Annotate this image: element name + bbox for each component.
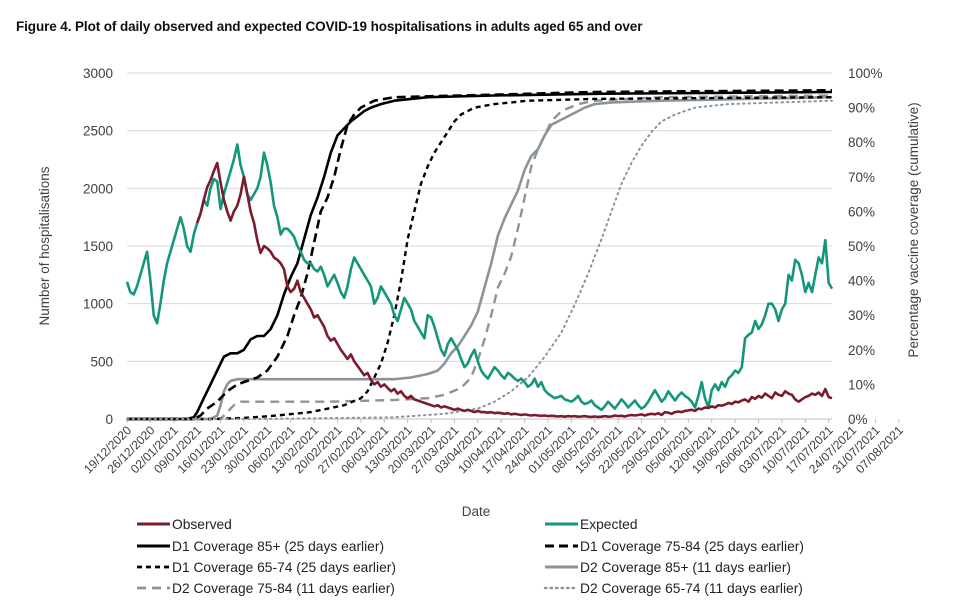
y2-tick-label: 100%	[848, 66, 883, 81]
y-tick-label: 2000	[83, 181, 113, 196]
y2-axis-label: Percentage vaccine coverage (cumulative)	[906, 102, 921, 357]
series-expected	[125, 143, 834, 412]
series-observed	[195, 161, 833, 419]
figure-title: Figure 4. Plot of daily observed and exp…	[16, 19, 643, 34]
y-tick-label: 1000	[83, 297, 113, 312]
y2-tick-label: 80%	[848, 135, 875, 150]
y2-tick-label: 70%	[848, 170, 875, 185]
y2-tick-label: 30%	[848, 308, 875, 323]
legend-label: D1 Coverage 75-84 (25 days earlier)	[580, 539, 804, 554]
y2-tick-label: 60%	[848, 204, 875, 219]
y2-tick-label: 40%	[848, 274, 875, 289]
series-d1-coverage-65-74-25-days-earlier	[127, 96, 833, 421]
y-axis-right: 0% 10% 20% 30% 40% 50% 60% 70% 80% 90% 100%	[848, 66, 883, 427]
legend-label: D1 Coverage 85+ (25 days earlier)	[172, 539, 384, 554]
series-lines	[125, 89, 834, 421]
legend: Observed Expected D1 Coverage 85+ (25 days…	[137, 517, 804, 596]
series-d1-coverage-75-84-25-days-earlier	[127, 89, 833, 421]
legend-label: D2 Coverage 75-84 (11 days earlier)	[172, 581, 395, 596]
x-axis: 19/12/202026/12/202002/01/202109/01/2021…	[81, 418, 906, 476]
legend-label: D2 Coverage 85+ (11 days earlier)	[580, 560, 791, 575]
y2-tick-label: 10%	[848, 377, 875, 392]
y-axis-label: Number of hospitalisations	[37, 166, 52, 325]
y-tick-label: 2500	[83, 124, 113, 139]
series-d2-coverage-85-11-days-earlier	[127, 95, 833, 421]
y2-tick-label: 20%	[848, 343, 875, 358]
series-d2-coverage-65-74-11-days-earlier	[126, 99, 833, 420]
legend-label: D2 Coverage 65-74 (11 days earlier)	[580, 581, 803, 596]
y-tick-label: 0	[105, 412, 113, 427]
series-d1-coverage-85-25-days-earlier	[127, 90, 833, 421]
y-tick-label: 500	[90, 354, 113, 369]
legend-label: D1 Coverage 65-74 (25 days earlier)	[172, 560, 396, 575]
y2-tick-label: 0%	[848, 412, 868, 427]
x-axis-label: Date	[462, 504, 491, 519]
y2-tick-label: 50%	[848, 239, 875, 254]
y-tick-label: 3000	[83, 66, 113, 81]
y2-tick-label: 90%	[848, 101, 875, 116]
legend-label: Observed	[172, 517, 232, 532]
y-axis-left: 0 500 1000 1500 2000 2500 3000	[83, 66, 113, 427]
legend-label: Expected	[580, 517, 638, 532]
series-d2-coverage-75-84-11-days-earlier	[127, 94, 833, 421]
y-tick-label: 1500	[83, 239, 113, 254]
